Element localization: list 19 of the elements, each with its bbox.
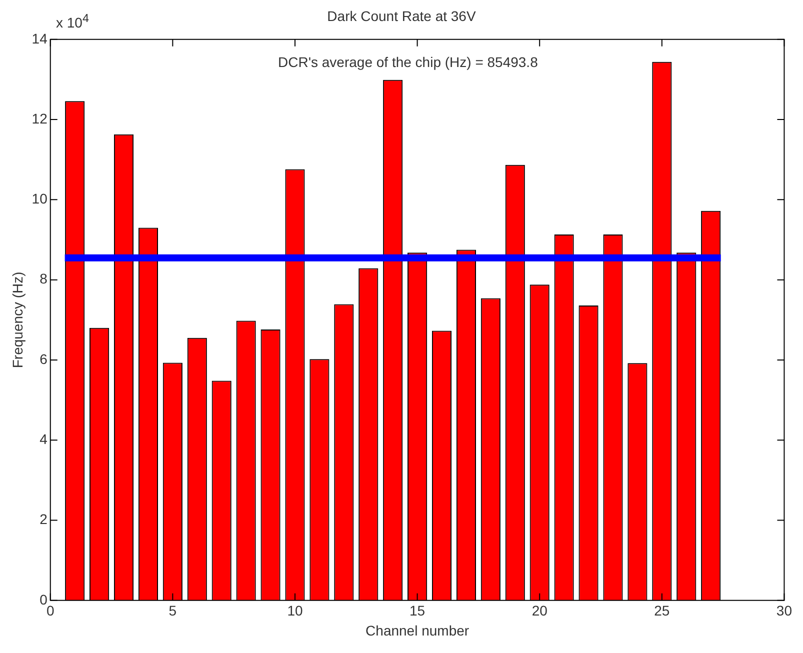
x-tick-label: 5 — [168, 602, 177, 619]
chart-title: Dark Count Rate at 36V — [327, 8, 476, 24]
x-tick-label: 10 — [287, 602, 303, 619]
x-tick-label: 15 — [410, 602, 426, 619]
x-tick-label: 25 — [654, 602, 670, 619]
y-tick-label: 14 — [32, 30, 48, 46]
y-tick-label: 2 — [40, 511, 48, 528]
x-tick-label: 20 — [532, 602, 548, 619]
y-tick-label: 12 — [32, 110, 48, 126]
y-tick-label: 4 — [40, 430, 48, 447]
y-axis-title: Frequency (Hz) — [9, 272, 26, 368]
x-axis-title: Channel number — [366, 622, 470, 638]
annotation: DCR's average of the chip (Hz) = 85493.8 — [278, 54, 538, 70]
y-tick-label: 10 — [32, 190, 48, 207]
text: x 10$^{4}$ — [56, 12, 89, 31]
y-tick-label: 0 — [40, 591, 48, 608]
x-tick-label: 30 — [776, 602, 792, 619]
y-tick-label: 6 — [40, 350, 48, 367]
y-tick-label: 8 — [40, 270, 48, 287]
